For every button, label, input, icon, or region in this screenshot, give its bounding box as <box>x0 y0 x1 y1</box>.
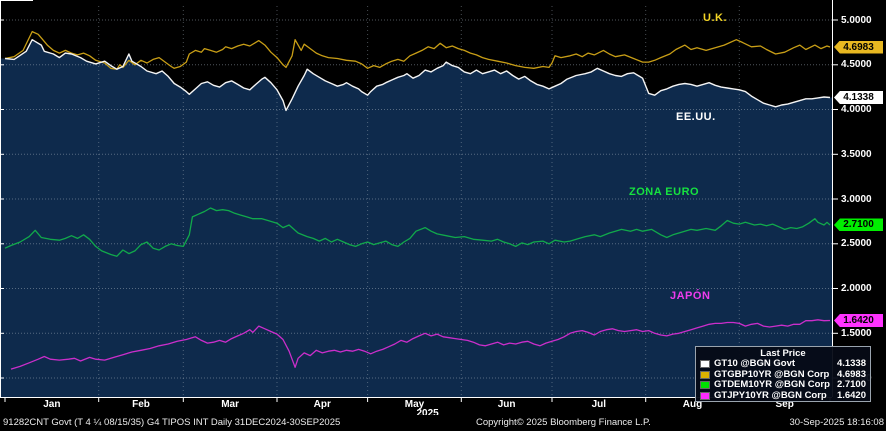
legend-swatch-icon <box>700 360 710 369</box>
x-axis-month-label: May <box>404 399 425 410</box>
legend-series-name: GT10 @BGN Govt <box>714 358 796 369</box>
y-axis-tick-label: 2.0000 <box>841 283 872 294</box>
status-copyright: Copyright© 2025 Bloomberg Finance L.P. <box>476 417 651 428</box>
y-axis-tick-label: 1.5000 <box>841 327 872 339</box>
legend-rows: GT10 @BGN Govt 4.1338 GTGBP10YR @BGN Corp 4… <box>700 358 866 402</box>
legend-row: GT10 @BGN Govt 4.1338 <box>700 358 866 370</box>
series-label-eurozone: ZONA EURO <box>629 186 700 198</box>
status-bar: 91282CNT Govt (T 4 ¼ 08/15/35) G4 TIPOS … <box>0 415 886 431</box>
legend-series-name: GTGBP10YR @BGN Corp <box>714 368 830 380</box>
legend-series-value: 4.1338 <box>836 358 866 369</box>
x-axis-month-label: Jun <box>497 399 516 410</box>
last-price-badge: 4.1338 <box>834 91 883 105</box>
last-price-badge: 1.6420 <box>834 314 883 328</box>
x-axis-month-label: Mar <box>221 399 240 410</box>
series-label-japan: JAPÓN <box>670 290 711 302</box>
last-price-badge: 4.6983 <box>834 40 883 54</box>
status-timestamp: 30-Sep-2025 18:16:08 <box>789 417 884 428</box>
legend-series-name: GTDEM10YR @BGN Corp <box>714 379 830 390</box>
legend-row: GTJPY10YR @BGN Corp 1.6420 <box>700 389 866 402</box>
last-price-badge: 2.7100 <box>834 218 883 232</box>
x-axis-month-label: Apr <box>313 399 331 410</box>
status-security-info: 91282CNT Govt (T 4 ¼ 08/15/35) G4 TIPOS … <box>3 417 341 428</box>
legend-box: Last Price GT10 @BGN Govt 4.1338 GTGBP10YR… <box>695 346 871 402</box>
legend-series-value: 4.6983 <box>836 368 866 380</box>
x-axis-year-label: 2025 <box>416 408 439 419</box>
us-area-fill <box>0 39 832 397</box>
series-label-us: EE.UU. <box>676 111 716 123</box>
legend-title: Last Price <box>760 348 806 359</box>
legend-series-value: 1.6420 <box>836 389 866 401</box>
legend-series-name: GTJPY10YR @BGN Corp <box>714 389 827 401</box>
x-axis-month-label: Feb <box>132 399 150 410</box>
y-axis-tick-label: 2.5000 <box>841 238 872 250</box>
x-axis-month-label: Sep <box>775 399 794 410</box>
y-axis-tick-label: 3.5000 <box>841 148 872 160</box>
legend-swatch-icon <box>700 381 710 390</box>
legend-row: GTDEM10YR @BGN Corp 2.7100 <box>700 379 866 391</box>
legend-series-value: 2.7100 <box>836 379 866 390</box>
legend-swatch-icon <box>700 370 710 379</box>
y-axis-tick-label: 5.0000 <box>841 14 872 26</box>
euro-yield-line <box>4 207 831 257</box>
legend-row: GTGBP10YR @BGN Corp 4.6983 <box>700 368 866 381</box>
y-axis-tick-label: 3.0000 <box>841 193 872 205</box>
y-axis-tick-label: 4.0000 <box>841 104 872 115</box>
us-yield-line <box>4 39 831 112</box>
x-axis-month-label: Aug <box>682 399 703 410</box>
x-axis-month-label: Jul <box>591 399 607 410</box>
y-axis-tick-label: 4.5000 <box>841 59 872 71</box>
japan-yield-line <box>10 319 831 370</box>
legend-swatch-icon <box>700 391 710 400</box>
series-label-uk: U.K. <box>703 12 727 24</box>
x-axis-month-label: Jan <box>43 399 61 410</box>
